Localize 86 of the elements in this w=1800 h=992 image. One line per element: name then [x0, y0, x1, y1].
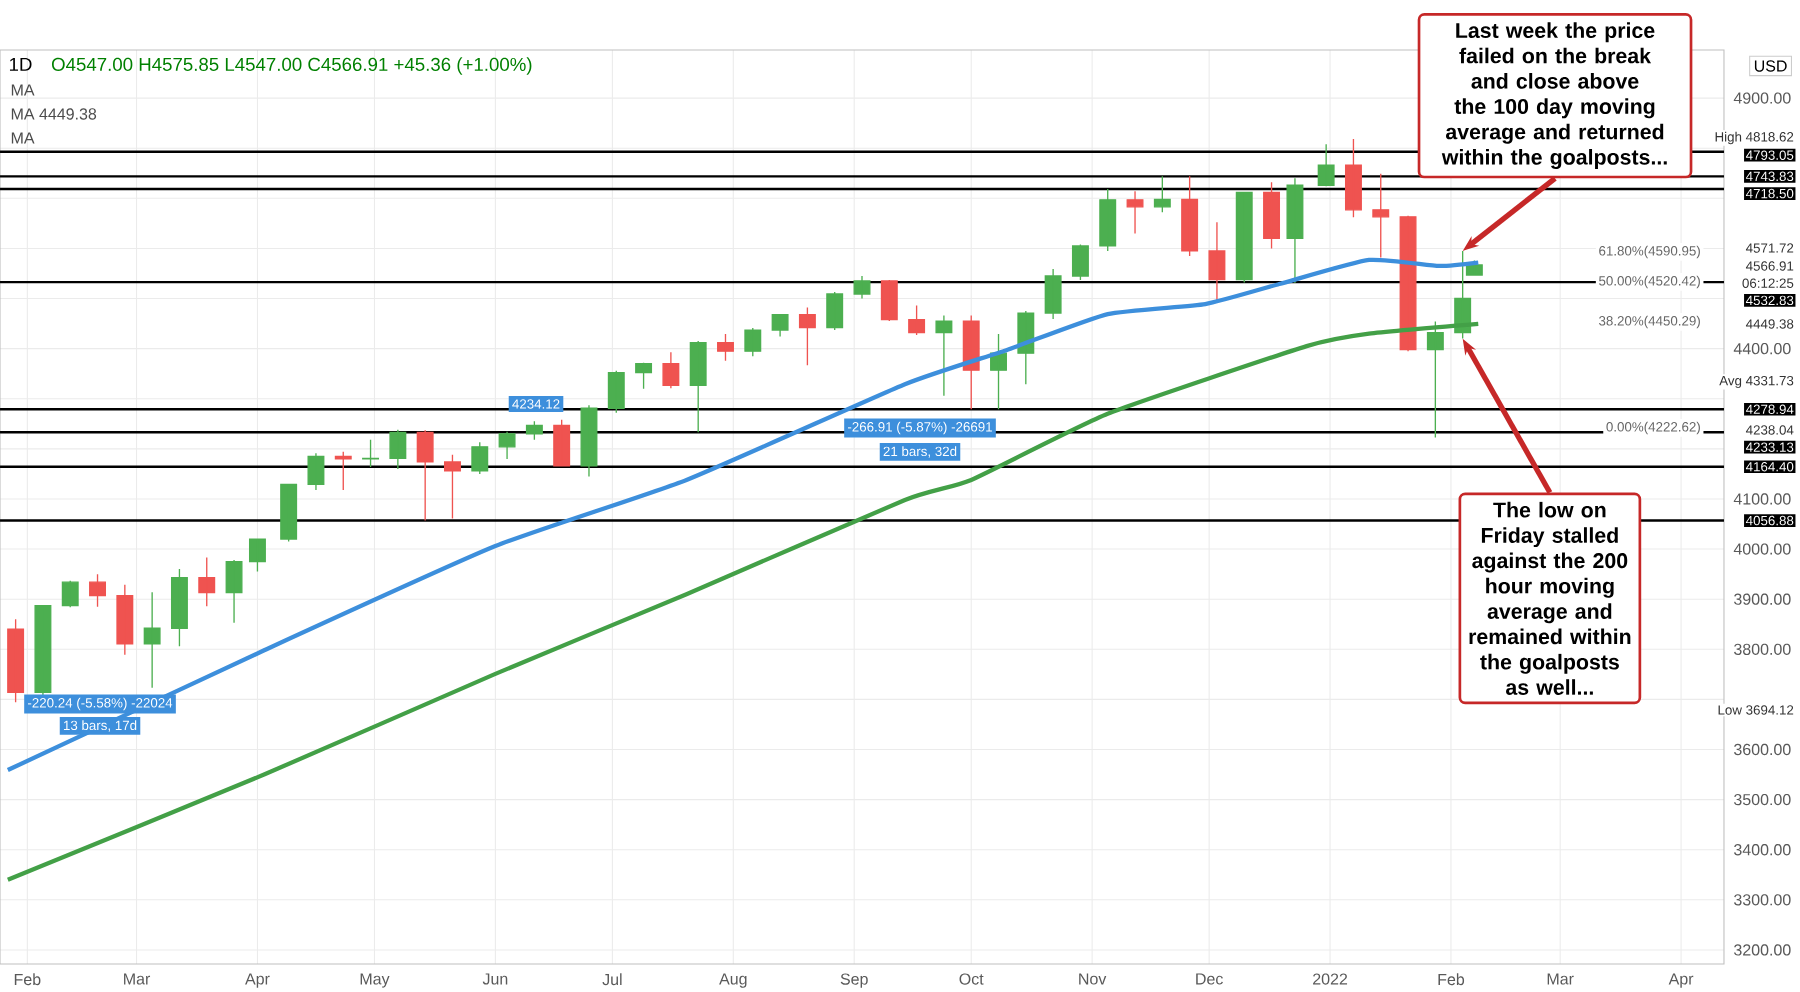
x-tick-label: Feb	[14, 973, 41, 986]
candlestick	[1263, 181, 1281, 250]
text: USD	[1754, 60, 1787, 72]
candlestick	[607, 370, 625, 414]
x-tick-label: 2022	[1313, 973, 1348, 985]
candlestick	[1071, 243, 1089, 281]
candlestick	[880, 279, 898, 322]
annotation: Last week the price failed on the break and close above the 100 day moving average and returned within the goalposts...	[1441, 22, 1667, 170]
y-tick-label: 3900.00	[1734, 593, 1791, 605]
candlestick	[1208, 221, 1226, 302]
chart-subtitle: O4547.00 H4575.85 L4547.00 C4566.91 +45.36 (+1.00%)	[51, 57, 532, 75]
x-tick-label: Apr	[245, 973, 270, 988]
y-tick-label: 4100.00	[1733, 493, 1791, 505]
x-tick-label: Jun	[482, 973, 508, 985]
candlestick	[1099, 188, 1117, 252]
x-tick-label: Mar	[124, 973, 151, 985]
candlestick	[962, 314, 980, 410]
y-tick-label: 3600.00	[1734, 743, 1791, 756]
candlestick	[1044, 268, 1062, 320]
candlestick	[143, 591, 161, 689]
x-tick-label: Oct	[959, 973, 984, 985]
x-tick-label: Aug	[719, 973, 747, 988]
annotation: MA	[11, 84, 35, 96]
x-tick-label: Apr	[1668, 973, 1694, 988]
y-tick-label: 3800.00	[1734, 643, 1791, 655]
candlestick	[443, 454, 461, 520]
annotation: MA 4449.38	[11, 108, 97, 120]
x-tick-label: Sep	[840, 973, 868, 988]
candlestick	[525, 420, 543, 441]
candlestick	[170, 568, 188, 647]
candlestick	[1126, 190, 1144, 235]
y-tick-label: 3300.00	[1734, 894, 1791, 906]
candlestick	[798, 306, 816, 366]
candlestick	[990, 333, 1007, 410]
y-tick-label: 4400.00	[1733, 342, 1791, 355]
candlestick	[389, 429, 407, 470]
candlestick	[334, 451, 352, 491]
candlestick	[248, 538, 266, 573]
candlestick	[717, 333, 734, 362]
candlestick	[89, 573, 106, 608]
y-tick-label: 4900.00	[1733, 92, 1791, 104]
candlestick	[689, 340, 707, 433]
x-tick-label: Mar	[1547, 973, 1574, 985]
y-tick-label: 4000.00	[1733, 543, 1791, 555]
annotation: The low on Friday stalled against the 200 hour moving average and remained within the goalposts as well...	[1469, 501, 1631, 695]
candlestick	[225, 559, 243, 624]
candlestick	[1153, 175, 1171, 214]
candlestick	[34, 605, 52, 698]
candlestick	[826, 291, 844, 331]
candlestick	[553, 419, 571, 468]
y-tick-label: 3400.00	[1734, 844, 1791, 856]
x-tick-label: Dec	[1196, 973, 1223, 985]
candlestick	[362, 439, 380, 468]
candlestick	[498, 431, 516, 460]
candlestick	[416, 429, 434, 522]
x-tick-label: May	[360, 973, 390, 988]
x-tick-label: Jul	[602, 973, 622, 986]
candlestick	[935, 314, 953, 397]
candlestick	[853, 275, 871, 300]
chart-title: 1D	[9, 57, 32, 71]
candlestick	[580, 404, 598, 478]
candlestick	[662, 351, 680, 389]
annotation: MA	[11, 132, 35, 144]
candlestick	[307, 452, 325, 491]
candlestick	[1344, 138, 1362, 219]
candlestick	[744, 327, 762, 357]
candlestick	[7, 618, 25, 704]
candlestick	[1372, 173, 1390, 259]
candlestick	[1426, 320, 1444, 439]
candlestick	[635, 362, 653, 390]
candlestick	[1286, 177, 1304, 284]
candlestick	[471, 441, 489, 475]
candlestick	[908, 304, 926, 336]
candlestick	[1399, 215, 1417, 352]
candlestick	[61, 579, 79, 608]
x-tick-label: Feb	[1438, 973, 1465, 986]
candlestick	[116, 583, 134, 656]
candlestick	[1317, 143, 1335, 187]
y-tick-label: 3200.00	[1734, 944, 1791, 956]
candlestick	[771, 313, 789, 338]
candlestick	[198, 556, 216, 607]
candlestick	[1181, 175, 1199, 257]
candlestick	[1235, 191, 1253, 284]
candlestick	[280, 483, 298, 543]
y-tick-label: 3500.00	[1734, 793, 1791, 806]
x-tick-label: Nov	[1079, 973, 1107, 985]
